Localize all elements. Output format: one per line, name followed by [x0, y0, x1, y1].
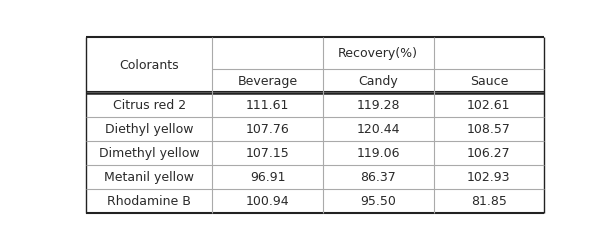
Text: Recovery(%): Recovery(%) — [338, 47, 418, 60]
Text: 106.27: 106.27 — [467, 147, 510, 160]
Text: Dimethyl yellow: Dimethyl yellow — [99, 147, 200, 160]
Text: 81.85: 81.85 — [471, 195, 507, 208]
Text: Metanil yellow: Metanil yellow — [105, 171, 194, 184]
Text: 119.06: 119.06 — [357, 147, 400, 160]
Text: 96.91: 96.91 — [250, 171, 285, 184]
Text: 100.94: 100.94 — [246, 195, 290, 208]
Text: 102.93: 102.93 — [467, 171, 510, 184]
Text: 86.37: 86.37 — [360, 171, 396, 184]
Text: Colorants: Colorants — [119, 59, 179, 71]
Text: 120.44: 120.44 — [357, 123, 400, 136]
Text: 107.76: 107.76 — [246, 123, 290, 136]
Text: Beverage: Beverage — [237, 75, 298, 88]
Text: Diethyl yellow: Diethyl yellow — [105, 123, 194, 136]
Text: Sauce: Sauce — [470, 75, 508, 88]
Text: 102.61: 102.61 — [467, 99, 510, 112]
Text: 95.50: 95.50 — [360, 195, 396, 208]
Text: Rhodamine B: Rhodamine B — [108, 195, 191, 208]
Text: Citrus red 2: Citrus red 2 — [113, 99, 186, 112]
Text: 119.28: 119.28 — [357, 99, 400, 112]
Text: 108.57: 108.57 — [467, 123, 511, 136]
Text: 107.15: 107.15 — [246, 147, 290, 160]
Text: 111.61: 111.61 — [246, 99, 289, 112]
Text: Candy: Candy — [359, 75, 398, 88]
